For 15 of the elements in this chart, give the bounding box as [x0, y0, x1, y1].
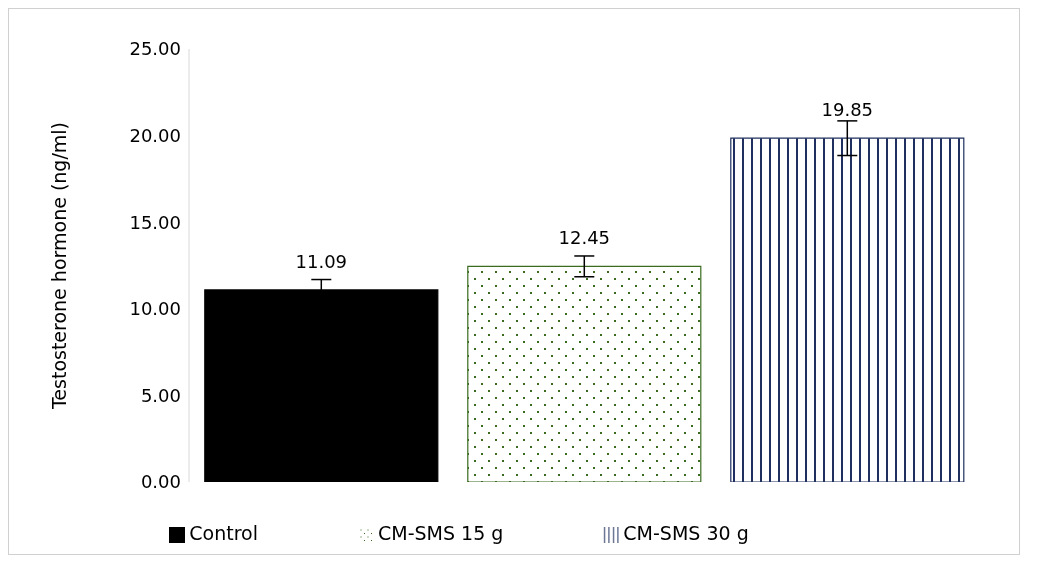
- y-tick-label: 10.00: [129, 298, 181, 320]
- y-tick-label: 0.00: [140, 471, 181, 493]
- y-tick-label: 20.00: [129, 124, 181, 146]
- legend-label: CM-SMS 30 g: [623, 522, 749, 544]
- y-axis-title: Testosterone hormone (ng/ml): [47, 121, 70, 411]
- bar: [467, 265, 702, 482]
- data-label: 19.85: [821, 99, 874, 121]
- data-label: 12.45: [558, 227, 611, 249]
- y-tick-label: 15.00: [129, 211, 181, 233]
- y-tick-label: 25.00: [129, 38, 181, 60]
- data-label: 11.09: [295, 250, 348, 272]
- legend-label: CM-SMS 15 g: [377, 522, 504, 544]
- y-tick-label: 5.00: [140, 384, 181, 406]
- legend-label: Control: [189, 522, 258, 544]
- bar: [730, 137, 965, 482]
